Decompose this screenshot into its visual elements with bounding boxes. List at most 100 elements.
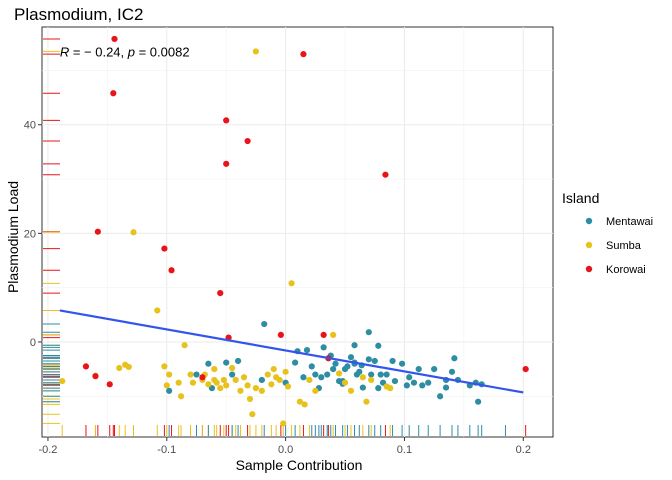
data-point-sumba xyxy=(166,371,173,378)
data-point-mentawai xyxy=(308,363,315,370)
data-point-mentawai xyxy=(359,384,366,391)
data-point-mentawai xyxy=(451,355,458,362)
x-axis-title: Sample Contribution xyxy=(236,457,363,473)
data-point-mentawai xyxy=(406,374,413,381)
y-tick-label: 40 xyxy=(24,120,36,132)
x-tick-label: -0.1 xyxy=(157,444,176,456)
data-point-sumba xyxy=(335,370,343,377)
data-point-sumba xyxy=(161,363,168,370)
data-point-mentawai xyxy=(234,357,242,365)
data-point-sumba xyxy=(154,307,161,314)
data-point-korowai xyxy=(223,117,230,124)
data-point-mentawai xyxy=(375,385,382,392)
data-point-mentawai xyxy=(261,320,268,328)
data-point-sumba xyxy=(252,48,260,55)
data-point-sumba xyxy=(181,342,188,349)
data-point-sumba xyxy=(125,363,132,371)
data-point-korowai xyxy=(217,289,224,297)
data-point-mentawai xyxy=(448,368,456,375)
data-point-korowai xyxy=(111,35,118,43)
data-point-mentawai xyxy=(351,342,358,349)
data-point-sumba xyxy=(240,374,248,381)
data-point-sumba xyxy=(177,393,185,400)
grid-lines xyxy=(42,27,553,437)
data-point-sumba xyxy=(217,385,224,392)
data-point-mentawai xyxy=(437,393,444,400)
data-point-mentawai xyxy=(332,360,339,367)
data-point-sumba xyxy=(359,374,366,381)
data-point-mentawai xyxy=(442,384,450,391)
data-point-sumba xyxy=(270,366,277,373)
data-point-sumba xyxy=(211,376,218,384)
data-point-mentawai xyxy=(431,366,438,373)
data-point-sumba xyxy=(276,376,283,384)
data-point-mentawai xyxy=(312,371,319,378)
data-point-mentawai xyxy=(356,368,363,375)
x-tick-label: 0.2 xyxy=(516,444,531,456)
data-point-mentawai xyxy=(258,376,265,384)
data-point-korowai xyxy=(110,90,117,97)
data-point-sumba xyxy=(312,387,319,394)
data-point-sumba xyxy=(347,387,355,394)
x-tick-label: -0.2 xyxy=(38,444,57,456)
y-axis-title: Plasmodium Load xyxy=(5,181,21,293)
x-tick-label: 0.0 xyxy=(278,444,293,456)
data-point-mentawai xyxy=(410,379,418,386)
data-point-korowai xyxy=(277,331,284,339)
data-points xyxy=(59,35,529,427)
legend-label-korowai: Korowai xyxy=(606,264,646,276)
data-point-mentawai xyxy=(318,374,325,381)
data-point-mentawai xyxy=(375,342,382,349)
plot-panel xyxy=(41,26,554,438)
data-point-mentawai xyxy=(389,357,396,365)
data-point-mentawai xyxy=(475,398,482,405)
data-point-mentawai xyxy=(300,374,307,381)
p-symbol: p xyxy=(127,44,135,59)
legend: Island Mentawai Sumba Korowai xyxy=(562,190,653,276)
data-point-korowai xyxy=(106,381,113,388)
data-point-sumba xyxy=(280,420,287,427)
legend-key-korowai xyxy=(585,265,593,273)
data-point-korowai xyxy=(382,171,389,178)
legend-label-sumba: Sumba xyxy=(606,240,642,252)
data-point-korowai xyxy=(94,228,101,235)
data-point-mentawai xyxy=(347,354,355,361)
data-point-mentawai xyxy=(324,371,331,378)
data-point-korowai xyxy=(161,245,168,252)
axis-ticks: -0.2 -0.1 0.0 0.1 0.2 0 20 40 xyxy=(24,120,531,456)
data-point-mentawai xyxy=(415,366,422,373)
data-point-sumba xyxy=(301,401,308,408)
data-point-korowai xyxy=(168,267,175,274)
data-point-mentawai xyxy=(344,363,351,370)
data-point-korowai xyxy=(223,160,230,167)
data-point-mentawai xyxy=(223,359,230,366)
x-tick-label: 0.1 xyxy=(397,444,412,456)
data-point-mentawai xyxy=(166,387,173,394)
data-point-sumba xyxy=(59,377,66,385)
data-point-mentawai xyxy=(320,344,327,351)
data-point-korowai xyxy=(82,363,90,370)
data-point-korowai xyxy=(92,373,99,380)
data-point-mentawai xyxy=(371,357,378,365)
legend-key-sumba xyxy=(585,241,593,249)
data-point-sumba xyxy=(232,376,239,384)
chart-title: Plasmodium, IC2 xyxy=(14,5,143,24)
data-point-mentawai xyxy=(365,329,372,336)
data-point-mentawai xyxy=(365,356,372,363)
data-point-sumba xyxy=(282,368,289,375)
data-point-sumba xyxy=(268,381,275,388)
regression-line xyxy=(59,309,524,394)
data-point-sumba xyxy=(249,411,256,418)
legend-key-mentawai xyxy=(585,217,593,225)
r-symbol: R xyxy=(60,44,69,59)
data-point-mentawai xyxy=(419,382,426,389)
y-tick-label: 0 xyxy=(30,337,36,349)
data-point-sumba xyxy=(223,382,230,389)
data-point-sumba xyxy=(229,364,236,372)
data-point-sumba xyxy=(258,387,265,394)
p-value: = 0.0082 xyxy=(135,44,190,59)
data-point-mentawai xyxy=(205,360,212,367)
legend-title: Island xyxy=(562,190,599,206)
data-point-sumba xyxy=(341,379,349,386)
data-point-sumba xyxy=(252,385,260,392)
